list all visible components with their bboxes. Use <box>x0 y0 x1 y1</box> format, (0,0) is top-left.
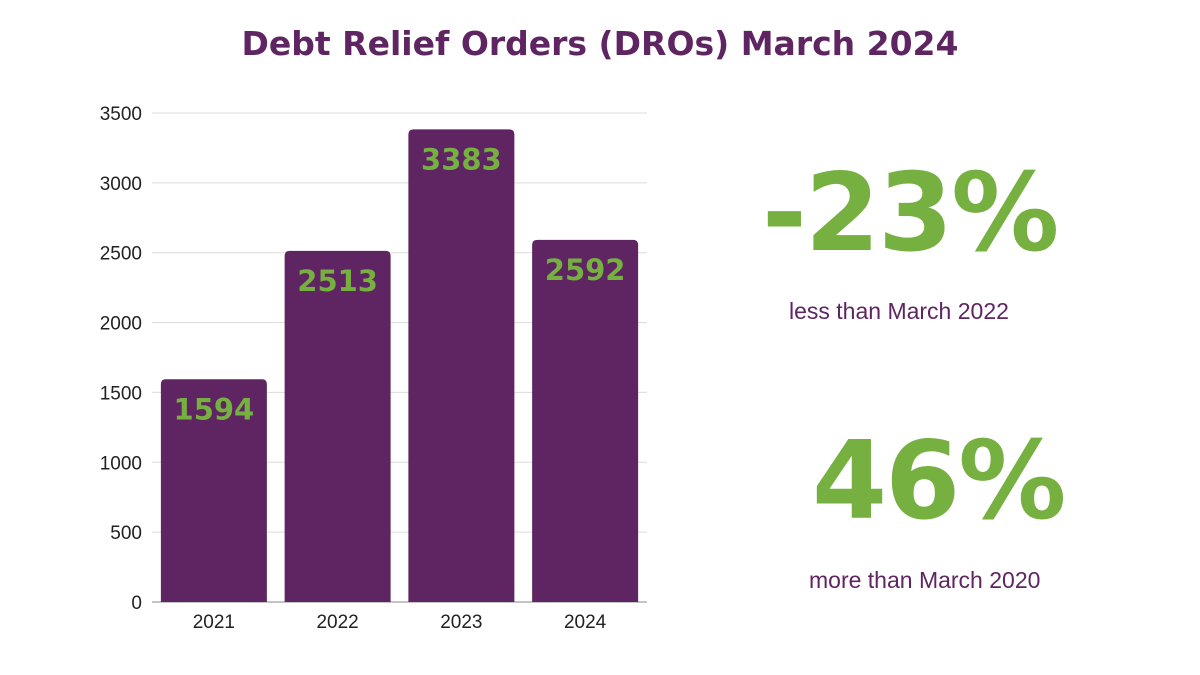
data-label: 1594 <box>174 392 255 426</box>
bar-chart: 0 500 1000 1500 2000 2500 3000 3500 1594 2021 2513… <box>100 104 647 633</box>
x-tick-label: 2023 <box>440 612 482 633</box>
stat-decrease-value: -23% <box>762 151 1059 276</box>
x-tick-label: 2022 <box>316 612 358 633</box>
stat-increase-caption: more than March 2020 <box>809 567 1041 593</box>
y-tick-label: 1000 <box>100 453 142 474</box>
y-tick-label: 0 <box>131 593 142 614</box>
bar <box>160 379 267 602</box>
bar <box>408 129 515 603</box>
y-tick-label: 2500 <box>100 244 142 265</box>
x-tick-label: 2021 <box>193 612 235 633</box>
bar <box>284 250 391 602</box>
y-tick-label: 3500 <box>100 104 142 125</box>
y-tick-label: 1500 <box>100 383 142 404</box>
chart-title: Debt Relief Orders (DROs) March 2024 <box>241 24 959 63</box>
y-tick-label: 3000 <box>100 174 142 195</box>
data-label: 2592 <box>545 253 626 287</box>
data-label: 3383 <box>421 142 502 176</box>
data-label: 2513 <box>297 264 378 298</box>
stat-increase-value: 46% <box>812 419 1067 544</box>
y-tick-label: 2000 <box>100 314 142 335</box>
stat-decrease-caption: less than March 2022 <box>789 298 1009 324</box>
bar <box>532 239 639 602</box>
x-tick-label: 2024 <box>564 612 607 633</box>
y-tick-label: 500 <box>110 523 142 544</box>
